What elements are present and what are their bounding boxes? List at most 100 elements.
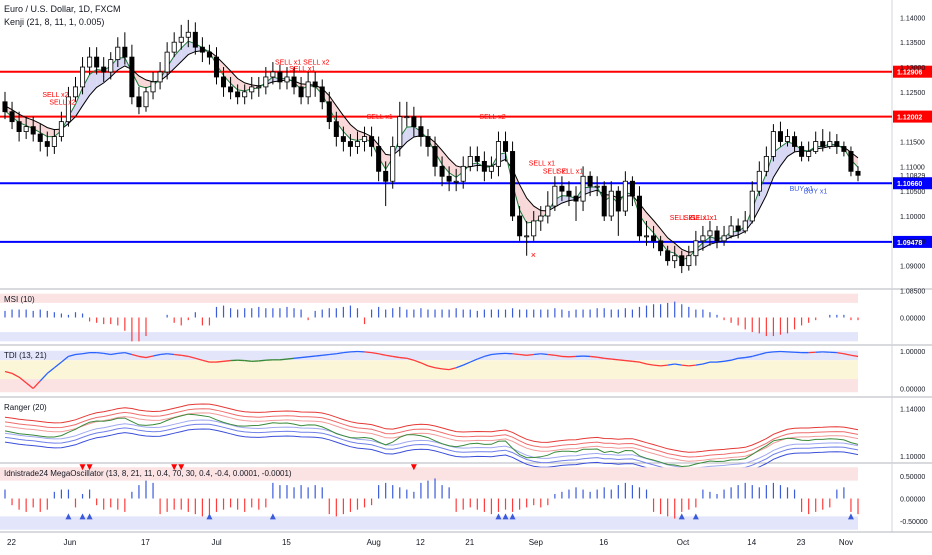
candle-down [130, 57, 134, 97]
candle-down [658, 241, 662, 251]
tdi-upper-zone [0, 351, 858, 360]
candle-down [602, 186, 606, 216]
oscillator-axis-tick: 0.50000 [900, 474, 925, 481]
candle-down [320, 87, 324, 102]
sell-signal-label: SELL x2 [49, 99, 75, 106]
price-axis-tick: 1.12500 [900, 90, 925, 97]
price-axis-tick: 1.10500 [900, 189, 925, 196]
ranger-band-line [5, 413, 858, 461]
tdi-line-segment [534, 354, 541, 355]
candle-up [87, 57, 91, 67]
candle-up [539, 216, 543, 221]
price-axis-tick: 1.13500 [900, 40, 925, 47]
candle-down [567, 191, 571, 196]
candle-up [807, 151, 811, 156]
msi-upper-zone [0, 294, 858, 303]
ranger-axis-tick: 1.14000 [900, 407, 925, 414]
tdi-line-segment [245, 361, 252, 362]
candle-up [59, 122, 63, 137]
tdi-line-segment [400, 358, 407, 359]
candle-down [221, 77, 225, 87]
tdi-line-segment [118, 353, 125, 354]
candle-up [250, 87, 254, 92]
candle-down [419, 127, 423, 137]
price-axis-tick: 1.09000 [900, 264, 925, 271]
tdi-line-segment [287, 358, 294, 359]
candle-down [715, 231, 719, 241]
tdi-line-segment [590, 356, 597, 357]
candle-down [616, 191, 620, 211]
tdi-line-segment [329, 354, 336, 355]
oscillator-axis-tick: 0.00000 [900, 497, 925, 504]
candle-down [327, 102, 331, 122]
candle-down [10, 112, 14, 122]
tdi-line-segment [520, 355, 527, 356]
tdi-line-segment [259, 360, 266, 361]
candle-down [384, 171, 388, 181]
candle-up [729, 226, 733, 236]
candle-up [743, 221, 747, 231]
candle-up [405, 117, 409, 118]
tdi-line-segment [491, 354, 498, 355]
tdi-line-segment [682, 365, 689, 366]
tdi-line-segment [632, 361, 639, 362]
candle-up [553, 186, 557, 206]
time-axis-tick: 14 [747, 538, 756, 547]
time-axis-tick: 23 [797, 538, 806, 547]
last-price-label: 1.10829 [900, 173, 925, 180]
candle-down [778, 132, 782, 142]
level-price-label: 1.12906 [897, 70, 922, 77]
candle-up [525, 236, 529, 237]
time-axis-tick: 15 [282, 538, 291, 547]
tdi-line-segment [224, 361, 231, 362]
ranger-mid-line [5, 414, 858, 466]
candle-up [701, 236, 705, 241]
tdi-line-segment [167, 354, 174, 355]
candle-down [560, 186, 564, 191]
candle-up [271, 72, 275, 77]
candle-up [687, 256, 691, 266]
candle-up [623, 181, 627, 211]
candle-up [489, 166, 493, 171]
price-axis-tick: 1.11500 [900, 140, 925, 147]
level-price-label: 1.12002 [897, 115, 922, 122]
tdi-line-segment [625, 361, 632, 362]
candle-down [31, 127, 35, 134]
tdi-line-segment [301, 357, 308, 358]
candle-down [680, 256, 684, 266]
candle-down [193, 32, 197, 47]
tdi-line-segment [343, 352, 350, 353]
candle-down [799, 146, 803, 156]
msi-lower-zone [0, 332, 858, 341]
candle-down [666, 251, 670, 261]
ranger-title: Ranger (20) [4, 403, 47, 412]
candle-up [186, 32, 190, 37]
candle-down [228, 87, 232, 92]
candle-up [24, 127, 28, 132]
candle-down [651, 236, 655, 241]
sell-signal-label: SELL x1 [557, 168, 583, 175]
time-axis-tick: Oct [677, 538, 690, 547]
candle-up [595, 186, 599, 187]
candle-up [814, 142, 818, 152]
tdi-line-segment [527, 355, 534, 356]
osc-lower-zone [0, 516, 858, 529]
candle-down [856, 171, 860, 175]
candle-down [736, 226, 740, 231]
candle-down [214, 57, 218, 77]
time-axis-tick: 22 [7, 538, 16, 547]
candle-down [842, 146, 846, 151]
level-price-label: 1.10660 [897, 181, 922, 188]
candle-down [200, 47, 204, 52]
candle-up [109, 60, 113, 72]
time-axis-tick: Nov [839, 538, 853, 547]
tdi-line-segment [766, 352, 773, 353]
candle-down [433, 146, 437, 166]
candle-up [461, 166, 465, 181]
tdi-line-segment [365, 352, 372, 353]
time-axis-tick: Jul [211, 538, 221, 547]
candle-down [348, 142, 352, 147]
buy-signal-label: BUY x1 [804, 189, 828, 196]
candle-down [482, 161, 486, 171]
tdi-line-segment [280, 359, 287, 360]
